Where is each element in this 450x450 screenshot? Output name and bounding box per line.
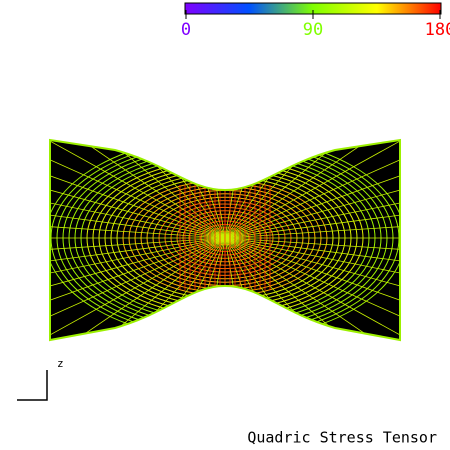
mesh-line (71, 237, 226, 340)
mesh-line (50, 140, 226, 239)
mesh-line (50, 237, 226, 272)
mesh-line (224, 237, 400, 272)
mesh-line (224, 140, 379, 239)
colorbar-tick-label: 180 (425, 20, 450, 40)
mesh-line (224, 157, 400, 239)
colorbar-tick-label: 90 (303, 20, 323, 40)
mesh-line (50, 140, 226, 239)
mesh-line (224, 237, 400, 256)
mesh-line (224, 140, 400, 239)
colorbar-ticks: 0 90 180 (181, 10, 450, 40)
mesh-line (50, 237, 226, 256)
mesh-line (50, 237, 226, 304)
mesh-line (224, 237, 400, 319)
mesh-line (224, 204, 400, 239)
colorbar-tick-label: 0 (181, 20, 191, 40)
mesh-line (50, 157, 226, 239)
mesh-line (224, 237, 356, 340)
mesh-line (224, 220, 400, 239)
mesh-line (94, 237, 226, 340)
mesh-line (50, 188, 226, 239)
mesh-line (224, 140, 356, 239)
mesh-line (50, 172, 226, 239)
mesh-line (224, 237, 400, 288)
mesh-line (224, 237, 379, 340)
mesh-line (50, 237, 226, 288)
mesh-line (50, 204, 226, 239)
mesh-line (224, 140, 400, 239)
caption: Quadric Stress Tensor (247, 429, 437, 447)
mesh-line (224, 172, 400, 239)
axis-triad (17, 370, 48, 401)
mesh-line (50, 220, 226, 239)
mesh-line (224, 237, 400, 304)
mesh-line (224, 188, 400, 239)
mesh-line (50, 237, 226, 340)
tensor-mesh (50, 140, 400, 340)
mesh-line (94, 140, 226, 239)
mesh-line (50, 237, 226, 319)
mesh-line (224, 237, 400, 340)
axis-label: z (57, 357, 64, 370)
mesh-line (71, 140, 226, 239)
mesh-outline (49, 138, 401, 342)
